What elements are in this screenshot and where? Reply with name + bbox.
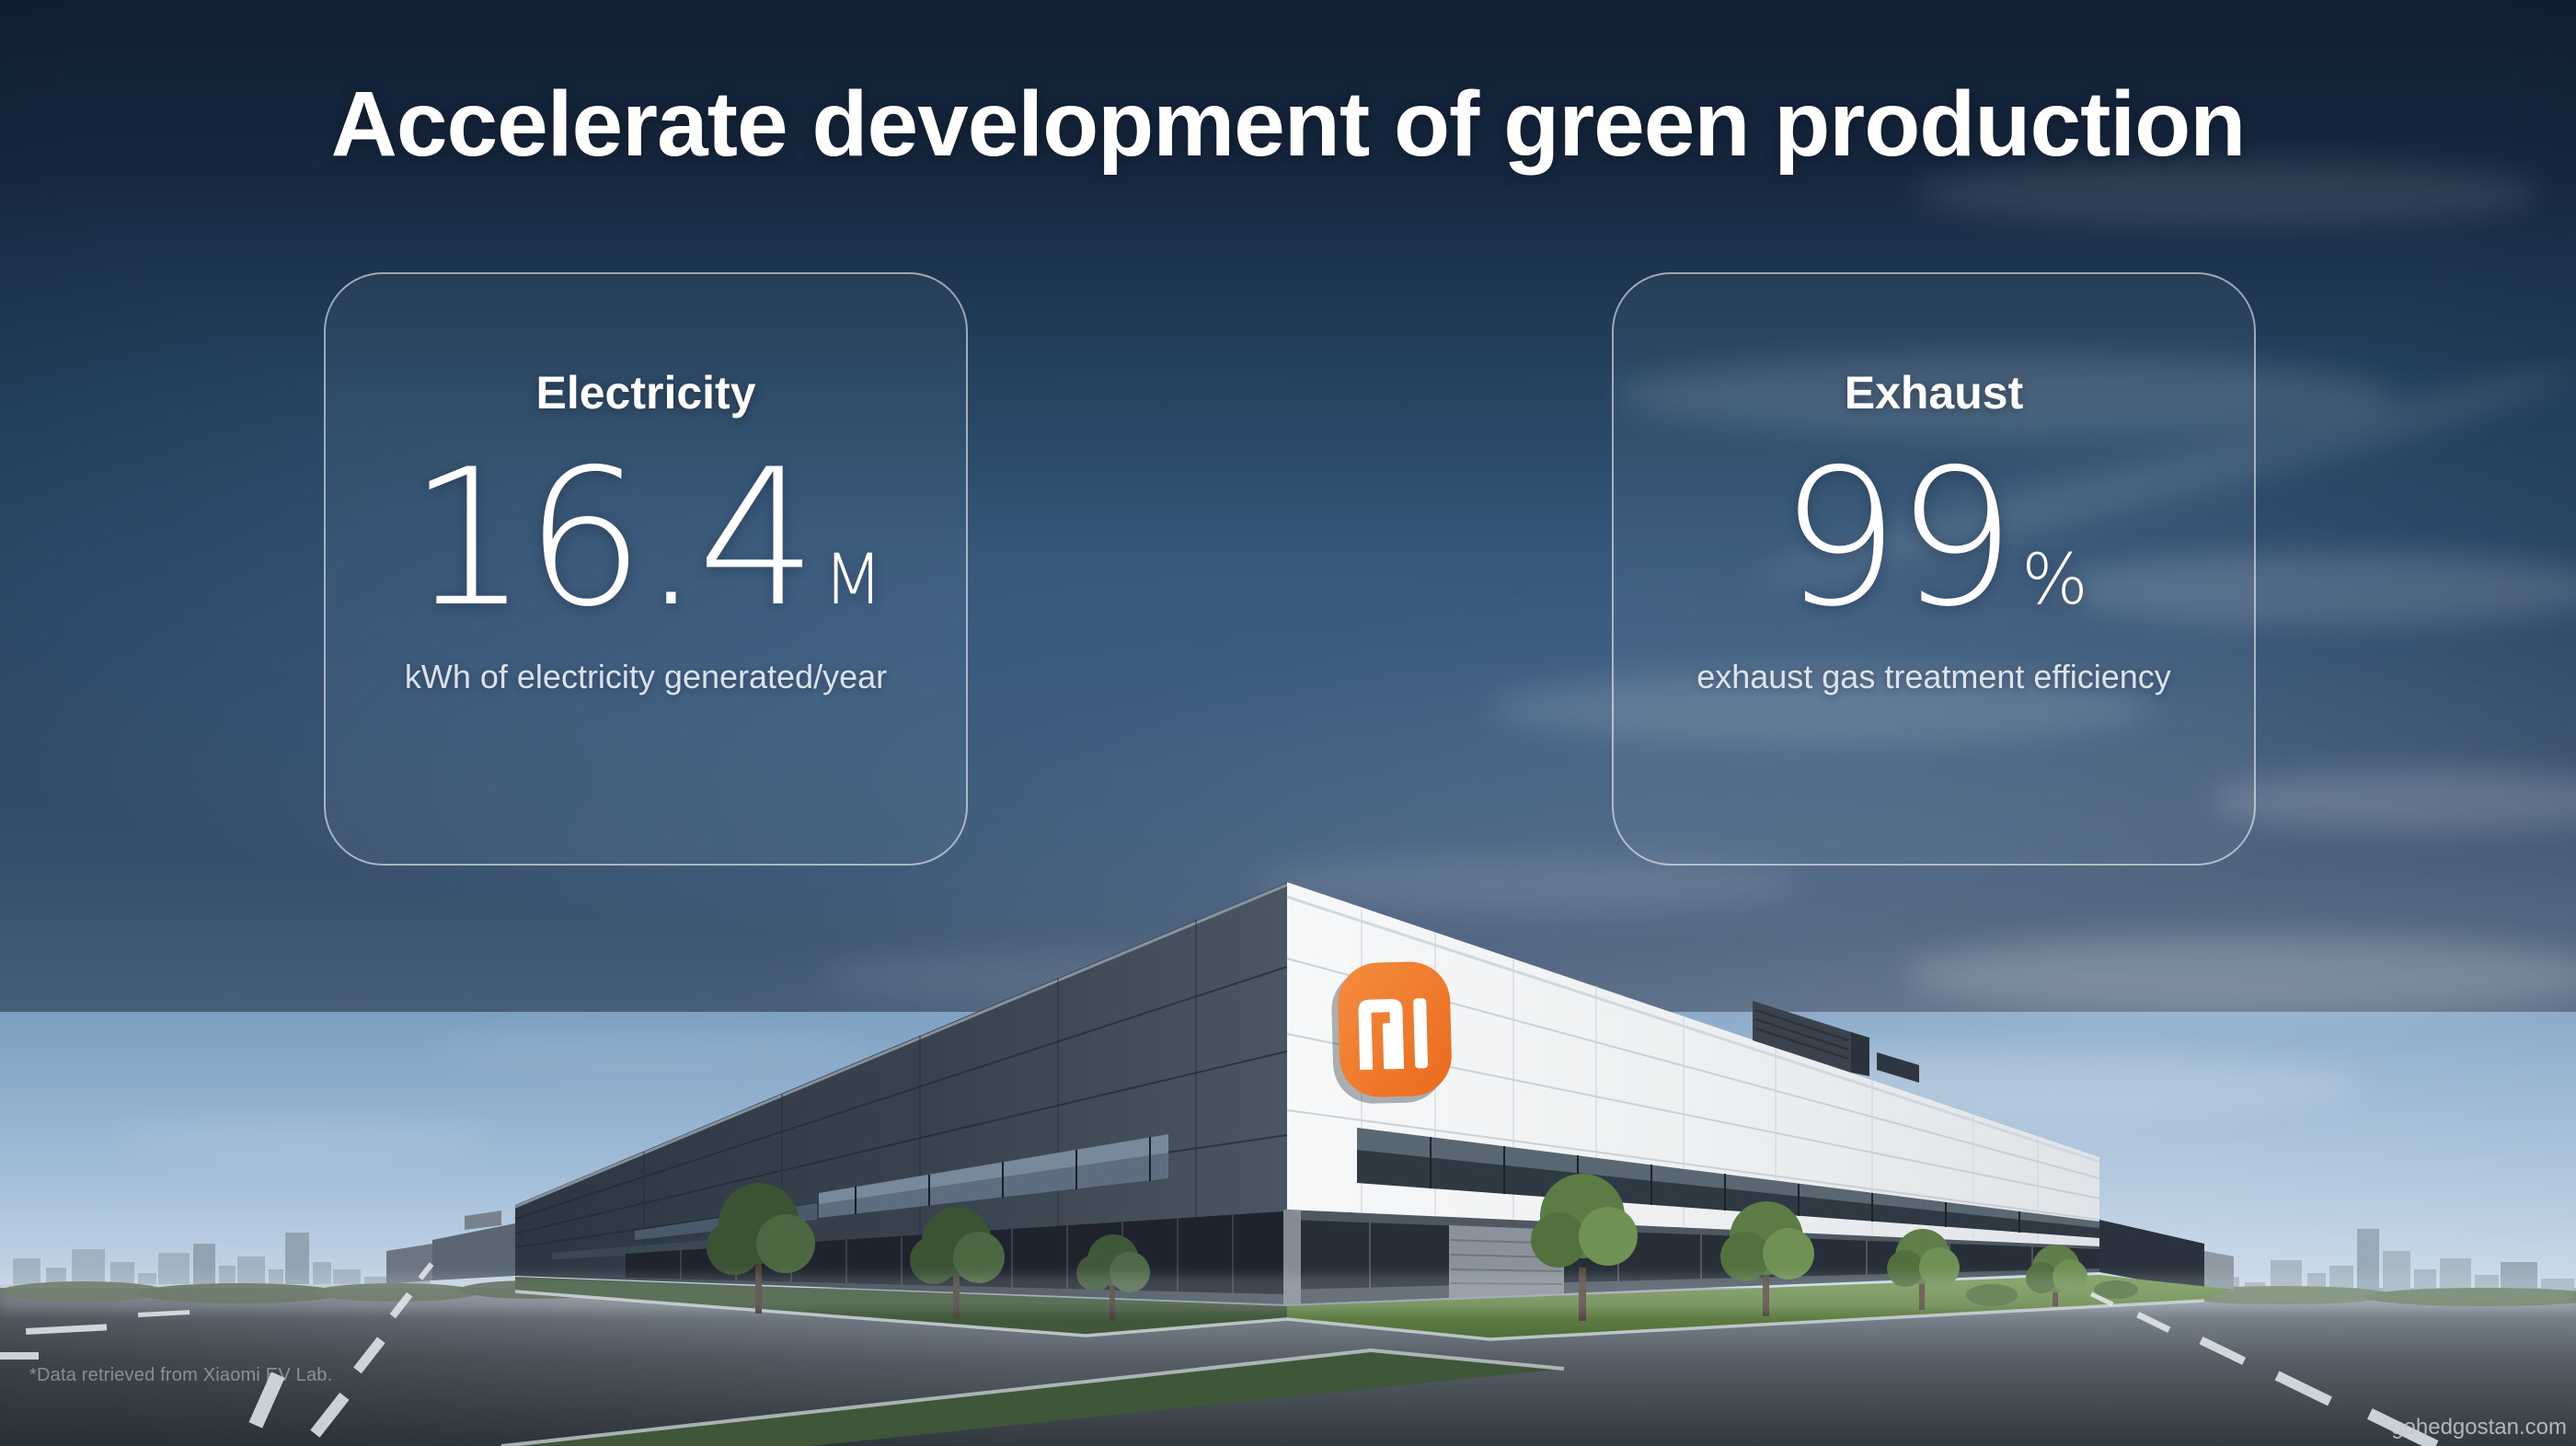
right-facade-ribbon-windows xyxy=(1357,1128,2099,1238)
factory-building xyxy=(386,882,2234,1304)
horizon-haze xyxy=(0,1275,2576,1312)
rooftop-units xyxy=(1753,1001,1919,1083)
tree xyxy=(1531,1174,1638,1321)
mi-monogram xyxy=(1358,998,1429,1071)
xiaomi-logo xyxy=(1331,961,1452,1104)
